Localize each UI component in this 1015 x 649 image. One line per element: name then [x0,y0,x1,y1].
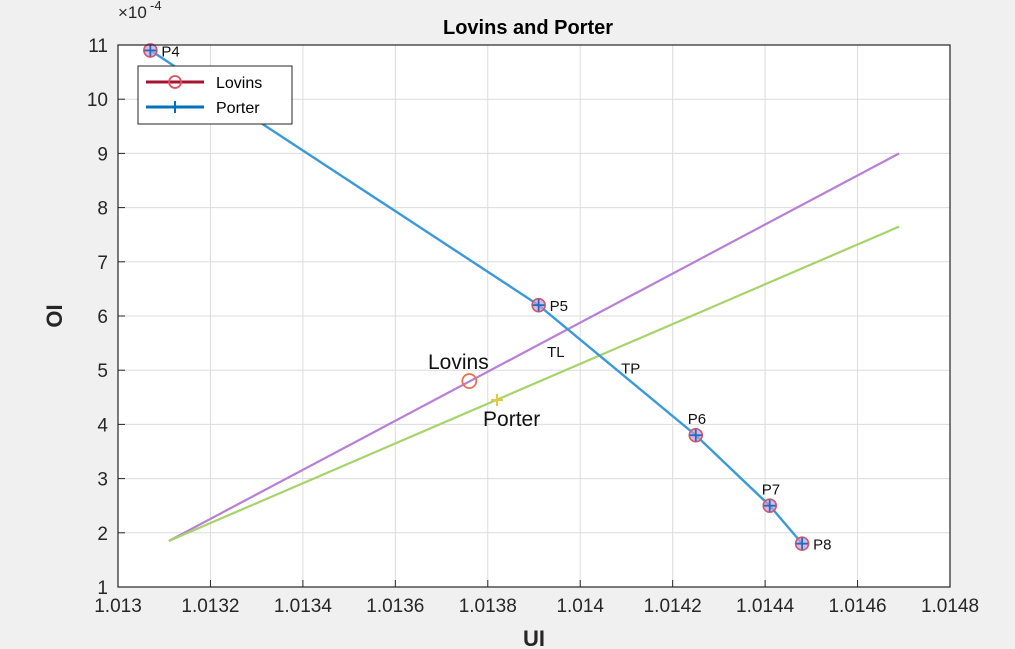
x-tick-label: 1.0132 [181,596,239,617]
annotation-tl: TL [547,344,565,361]
x-tick-label: 1.0136 [366,596,424,617]
y-exponent: ×10 -4 [118,0,162,22]
legend-marker-lovins [168,75,182,89]
y-exponent-power: -4 [150,0,162,13]
legend-marker-porter [169,101,181,113]
pareto-label-p7: P7 [762,482,780,499]
x-tick-label: 1.0144 [736,596,795,617]
annotation-layer: P4 P5 P6 P7 P8 Lovins Porter TL TP [161,43,831,553]
lovins-point-label: Lovins [428,351,489,374]
pareto-label-p4: P4 [161,43,179,60]
marker-layer [143,43,810,551]
x-tick-label: 1.0134 [274,596,333,617]
y-tick-label: 5 [97,361,108,382]
pareto-label-p5: P5 [550,298,568,315]
y-tick-label: 8 [97,199,108,220]
legend: Lovins Porter [137,65,293,125]
x-tick-label: 1.0146 [828,596,886,617]
x-tick-label: 1.014 [556,596,604,617]
x-tick-label: 1.013 [94,596,142,617]
y-tick-label: 4 [97,415,108,436]
tick-layer: 1.013 1.0132 1.0134 1.0136 1.0138 1.014 1.0142… [87,36,979,617]
y-tick-label: 7 [97,253,108,274]
annotation-tp: TP [621,360,640,377]
y-tick-label: 9 [97,144,108,165]
legend-box [137,65,293,125]
y-tick-label: 6 [97,307,108,328]
x-tick-label: 1.0142 [644,596,702,617]
y-exponent-base: ×10 [118,3,147,22]
lovins-point-marker [461,373,478,389]
y-tick-label: 1 [97,578,108,599]
porter-point-label: Porter [483,408,540,431]
x-tick-label: 1.0148 [921,596,979,617]
lovins-line [168,152,900,542]
x-tick-label: 1.0138 [459,596,517,617]
pareto-label-p8: P8 [813,537,831,554]
y-axis-label: OI [42,304,67,327]
porter-line [168,225,900,542]
pareto-label-p6: P6 [688,411,706,428]
y-tick-label: 11 [88,36,108,57]
y-tick-label: 2 [97,524,108,545]
y-tick-label: 3 [97,470,108,491]
x-axis-label: UI [523,626,545,649]
legend-label-lovins: Lovins [216,75,262,92]
legend-label-porter: Porter [216,100,260,117]
y-tick-label: 10 [87,90,108,111]
chart-title: Lovins and Porter [443,17,613,39]
